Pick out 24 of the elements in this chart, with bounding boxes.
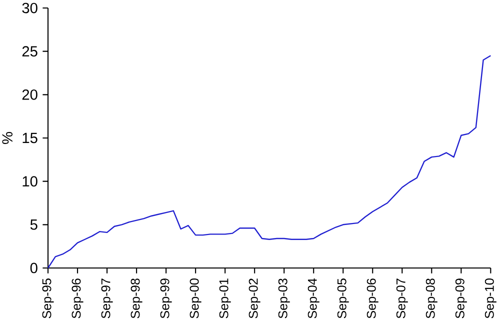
x-tick-label: Sep-09 [455,278,467,318]
y-tick-label: 30 [22,2,38,14]
x-tick-label: Sep-95 [42,278,54,318]
x-tick-label: Sep-06 [366,278,378,318]
x-tick-label: Sep-10 [484,278,496,318]
x-tick-label: Sep-96 [72,278,84,318]
x-tick-label: Sep-97 [101,278,113,318]
y-tick-label: 10 [22,176,38,187]
x-tick-label: Sep-04 [308,278,320,318]
y-tick-label: 15 [22,132,38,144]
x-tick-label: Sep-00 [190,278,202,318]
x-tick-label: Sep-01 [219,278,231,318]
x-tick-label: Sep-03 [278,278,290,318]
y-axis-title: % [2,132,12,144]
x-tick-label: Sep-08 [426,278,438,318]
x-tick-label: Sep-98 [130,278,142,318]
y-tick-label: 20 [22,89,38,100]
x-tick-label: Sep-99 [160,278,172,318]
x-tick-label: Sep-05 [337,278,349,318]
y-tick-label: 5 [30,220,38,230]
y-tick-label: 0 [30,262,38,274]
x-tick-label: Sep-07 [396,278,408,318]
x-tick-label: Sep-02 [248,278,260,318]
y-tick-label: 25 [22,46,38,57]
